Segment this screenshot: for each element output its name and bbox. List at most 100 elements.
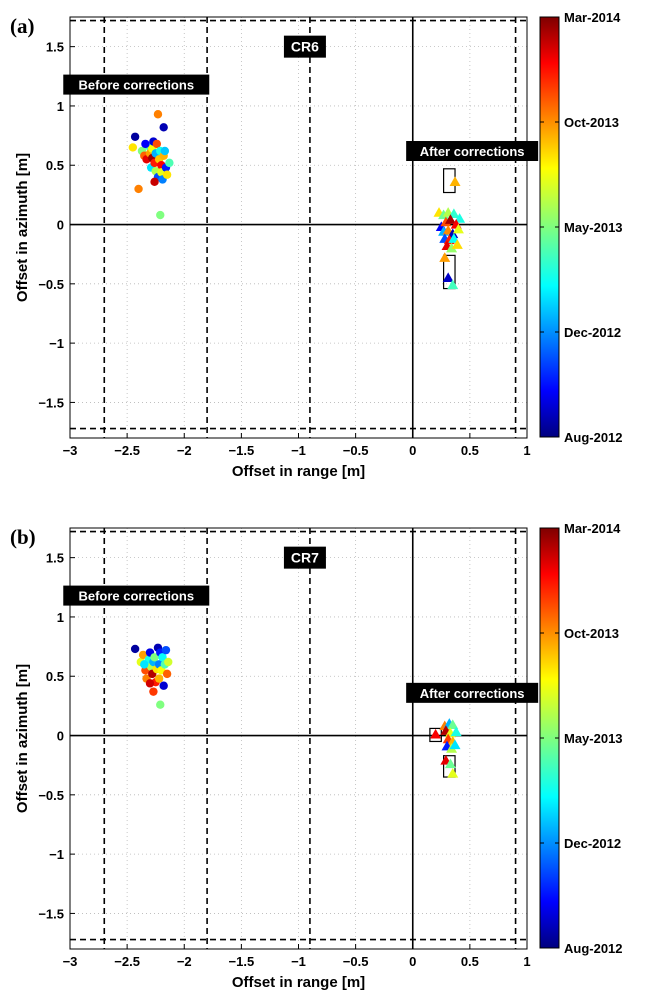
data-point-circle	[150, 653, 159, 662]
x-tick-label: −3	[63, 954, 78, 969]
y-tick-label: 0	[57, 729, 64, 744]
x-tick-label: −3	[63, 443, 78, 458]
data-point-circle	[141, 139, 150, 149]
data-point-triangle	[439, 252, 451, 262]
y-tick-label: −0.5	[38, 277, 64, 292]
data-point-triangle	[442, 272, 454, 283]
data-point-circle	[130, 132, 140, 141]
panel-label: (b)	[10, 525, 36, 549]
x-axis-label: Offset in range [m]	[232, 463, 365, 480]
x-tick-label: 0.5	[461, 443, 479, 458]
data-point-circle	[159, 681, 168, 690]
data-point-circle	[150, 177, 159, 187]
x-tick-label: −0.5	[343, 443, 369, 458]
data-point-circle	[153, 110, 163, 119]
y-tick-label: 0.5	[46, 158, 64, 173]
data-point-circle	[154, 674, 164, 683]
x-tick-label: −0.5	[343, 954, 369, 969]
x-tick-label: −2	[177, 954, 192, 969]
x-tick-label: −1.5	[229, 443, 255, 458]
x-tick-label: −2.5	[114, 954, 140, 969]
y-tick-label: −1	[49, 847, 64, 862]
annotation-box-after	[406, 682, 539, 703]
x-tick-label: 0.5	[461, 954, 479, 969]
annotation-after-corrections: After corrections	[420, 144, 525, 159]
data-point-triangle	[449, 176, 461, 186]
data-point-circle	[140, 660, 149, 669]
data-point-triangle	[430, 728, 442, 739]
data-point-circle	[162, 669, 172, 679]
data-point-triangle	[444, 758, 456, 769]
annotation-before-corrections: Before corrections	[78, 78, 194, 93]
colorbar-tick-label: Mar-2014	[564, 521, 621, 536]
x-tick-label: 1	[523, 443, 530, 458]
colorbar-tick-label: Dec-2012	[564, 836, 621, 851]
data-point-circle	[156, 700, 165, 709]
data-point-circle	[134, 184, 143, 194]
colorbar-tick-label: Aug-2012	[564, 430, 623, 445]
data-point-triangle	[444, 214, 456, 224]
annotation-box-after	[406, 141, 539, 162]
panel-label: (a)	[10, 14, 35, 38]
annotation-after-corrections: After corrections	[420, 686, 525, 701]
y-axis-label: Offset in azimuth [m]	[14, 664, 31, 813]
x-tick-label: 0	[409, 954, 416, 969]
data-point-triangle	[452, 223, 464, 234]
colorbar-tick-label: Aug-2012	[564, 941, 623, 956]
data-point-circle	[145, 679, 155, 688]
colorbar-tick-label: Dec-2012	[564, 325, 621, 340]
title-box	[283, 546, 326, 569]
x-tick-label: −1	[291, 443, 306, 458]
data-point-circle	[159, 123, 168, 132]
y-tick-label: −0.5	[38, 788, 64, 803]
y-axis-label: Offset in azimuth [m]	[14, 153, 31, 302]
data-point-triangle	[446, 242, 458, 253]
x-axis-label: Offset in range [m]	[232, 974, 365, 991]
data-point-triangle	[447, 767, 459, 778]
y-tick-label: 1	[57, 610, 64, 625]
data-point-circle	[128, 143, 138, 152]
data-point-circle	[158, 653, 167, 662]
data-point-triangle	[447, 719, 459, 729]
annotation-box-before	[63, 585, 210, 606]
chart-title: CR6	[291, 39, 319, 55]
y-tick-label: 0	[57, 218, 64, 233]
data-point-circle	[138, 650, 148, 660]
data-point-circle	[149, 687, 158, 696]
y-tick-label: −1	[49, 336, 64, 351]
chart-panel-a: −3 −2.5 −2 −1.5 −1 −0.5 0 0.5 1 −1.5 −1 −0.5 0 0.5 1 1.…	[10, 10, 623, 480]
data-point-circle	[156, 210, 165, 220]
data-point-circle	[161, 645, 171, 655]
data-point-circle	[130, 644, 140, 654]
data-point-circle	[160, 146, 170, 156]
x-tick-label: 1	[523, 954, 530, 969]
colorbar-tick-label: May-2013	[564, 220, 623, 235]
x-tick-label: −1.5	[229, 954, 255, 969]
data-point-circle	[165, 158, 174, 168]
y-tick-label: −1.5	[38, 906, 64, 921]
colorbar-tick-label: Oct-2013	[564, 115, 619, 130]
data-point-triangle	[449, 739, 461, 750]
y-tick-label: 1.5	[46, 551, 64, 566]
data-point-circle	[164, 657, 173, 667]
data-point-circle	[152, 139, 162, 149]
data-point-triangle	[451, 239, 463, 249]
colorbar-tick-label: Oct-2013	[564, 626, 619, 641]
x-tick-label: −2	[177, 443, 192, 458]
y-tick-label: 1.5	[46, 40, 64, 55]
x-tick-label: 0	[409, 443, 416, 458]
x-tick-label: −1	[291, 954, 306, 969]
y-tick-label: 1	[57, 99, 64, 114]
data-point-circle	[162, 170, 172, 179]
annotation-before-corrections: Before corrections	[78, 589, 194, 604]
colorbar-tick-label: May-2013	[564, 731, 623, 746]
title-box	[283, 35, 326, 58]
data-point-triangle	[447, 279, 459, 290]
data-point-triangle	[450, 726, 462, 737]
annotation-box-before	[63, 74, 210, 95]
chart-panel-b: −3 −2.5 −2 −1.5 −1 −0.5 0 0.5 1 −1.5 −1 −0.5 0 0.5 1 1.…	[10, 521, 623, 991]
y-tick-label: −1.5	[38, 395, 64, 410]
y-tick-label: 0.5	[46, 669, 64, 684]
colorbar-tick-label: Mar-2014	[564, 10, 621, 25]
